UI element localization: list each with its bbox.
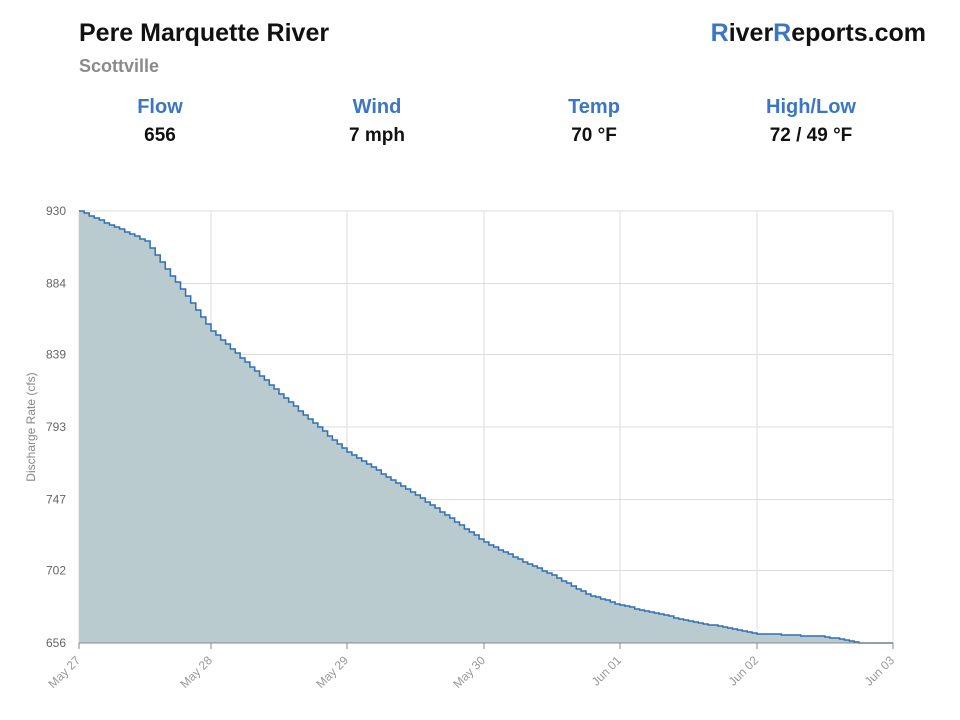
- stat-wind-label: Wind: [352, 96, 402, 118]
- x-tick-label: May 29: [313, 653, 351, 691]
- y-tick-label: 793: [46, 420, 66, 434]
- y-tick-label: 702: [46, 563, 66, 577]
- y-axis-title: Discharge Rate (cfs): [24, 372, 38, 481]
- chart-grid: [78, 210, 894, 644]
- stat-temp: Temp 70 °F: [504, 96, 684, 147]
- brand-logo-letter-1: R: [710, 19, 729, 47]
- x-tick-label: May 30: [450, 653, 488, 691]
- river-title: Pere Marquette River: [79, 19, 330, 47]
- x-axis-ticks: May 27 May 28 May 29 May 30 Jun 01 Jun 02 Jun …: [45, 643, 897, 691]
- x-tick-label: Jun 01: [589, 653, 625, 689]
- stat-flow-value: 656: [144, 125, 176, 146]
- stat-temp-label: Temp: [568, 96, 620, 118]
- y-tick-label: 930: [46, 204, 66, 218]
- brand-logo-part-2: eports.com: [791, 19, 926, 47]
- x-tick-label: May 27: [45, 653, 83, 691]
- stat-wind-value: 7 mph: [349, 125, 405, 146]
- brand-logo[interactable]: RiverReports.com: [711, 19, 926, 48]
- stat-flow-label: Flow: [137, 96, 183, 118]
- y-tick-label: 884: [46, 277, 66, 291]
- location-subtitle: Scottville: [79, 56, 160, 76]
- x-tick-label: Jun 03: [862, 653, 898, 689]
- x-tick-label: Jun 02: [726, 653, 762, 689]
- brand-logo-letter-2: R: [773, 19, 792, 47]
- discharge-area-fill: [79, 211, 893, 643]
- stat-high-low-value: 72 / 49 °F: [769, 125, 853, 146]
- discharge-line: [79, 210, 893, 644]
- stat-flow: Flow 656: [70, 96, 250, 147]
- stat-wind: Wind 7 mph: [287, 96, 467, 147]
- y-tick-label: 747: [46, 493, 66, 507]
- y-tick-label: 839: [46, 347, 66, 361]
- y-axis-ticks: 930 884 839 793 747 702 656: [46, 204, 66, 650]
- stat-temp-value: 70 °F: [571, 125, 617, 146]
- stat-high-low-label: High/Low: [766, 96, 856, 118]
- brand-logo-part-1: iver: [728, 19, 774, 47]
- y-tick-label: 656: [46, 636, 66, 650]
- x-tick-label: May 28: [177, 653, 215, 691]
- stat-high-low: High/Low 72 / 49 °F: [721, 96, 901, 147]
